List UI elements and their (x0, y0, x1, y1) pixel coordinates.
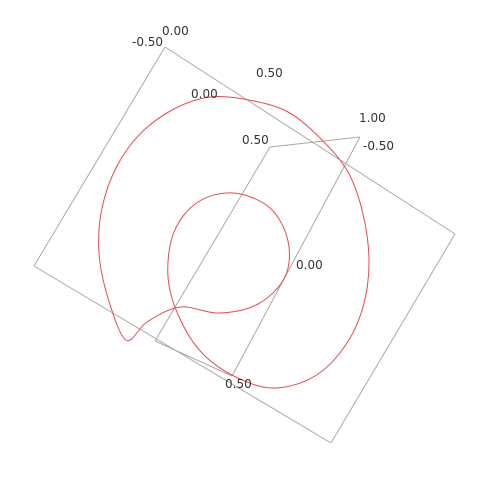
tick-labels: 0.00 -0.50 0.50 0.00 0.50 1.00 -0.50 0.0… (132, 24, 394, 391)
box-edge-inner-bottom (154, 340, 233, 377)
box-edge-inner-top (269, 136, 361, 148)
tick-label: 0.00 (191, 87, 218, 101)
tick-label: 0.00 (296, 258, 323, 272)
series-curve (98, 95, 370, 389)
box-edge-inner-right (231, 136, 361, 377)
box-edge-bottom-right (330, 233, 456, 444)
tick-label: 0.50 (225, 377, 252, 391)
axes-box (33, 46, 456, 444)
tick-label: 0.50 (242, 133, 269, 147)
box-edge-bottom-left (33, 265, 332, 444)
box-edge-top-left (33, 46, 166, 267)
box-edge-inner-left (154, 146, 271, 342)
tick-label: 1.00 (359, 111, 386, 125)
tick-label: 0.50 (256, 66, 283, 80)
tick-label: 0.00 (162, 24, 189, 38)
tick-label: -0.50 (132, 35, 163, 49)
box-edge-top-right (164, 46, 456, 235)
tick-label: -0.50 (363, 139, 394, 153)
